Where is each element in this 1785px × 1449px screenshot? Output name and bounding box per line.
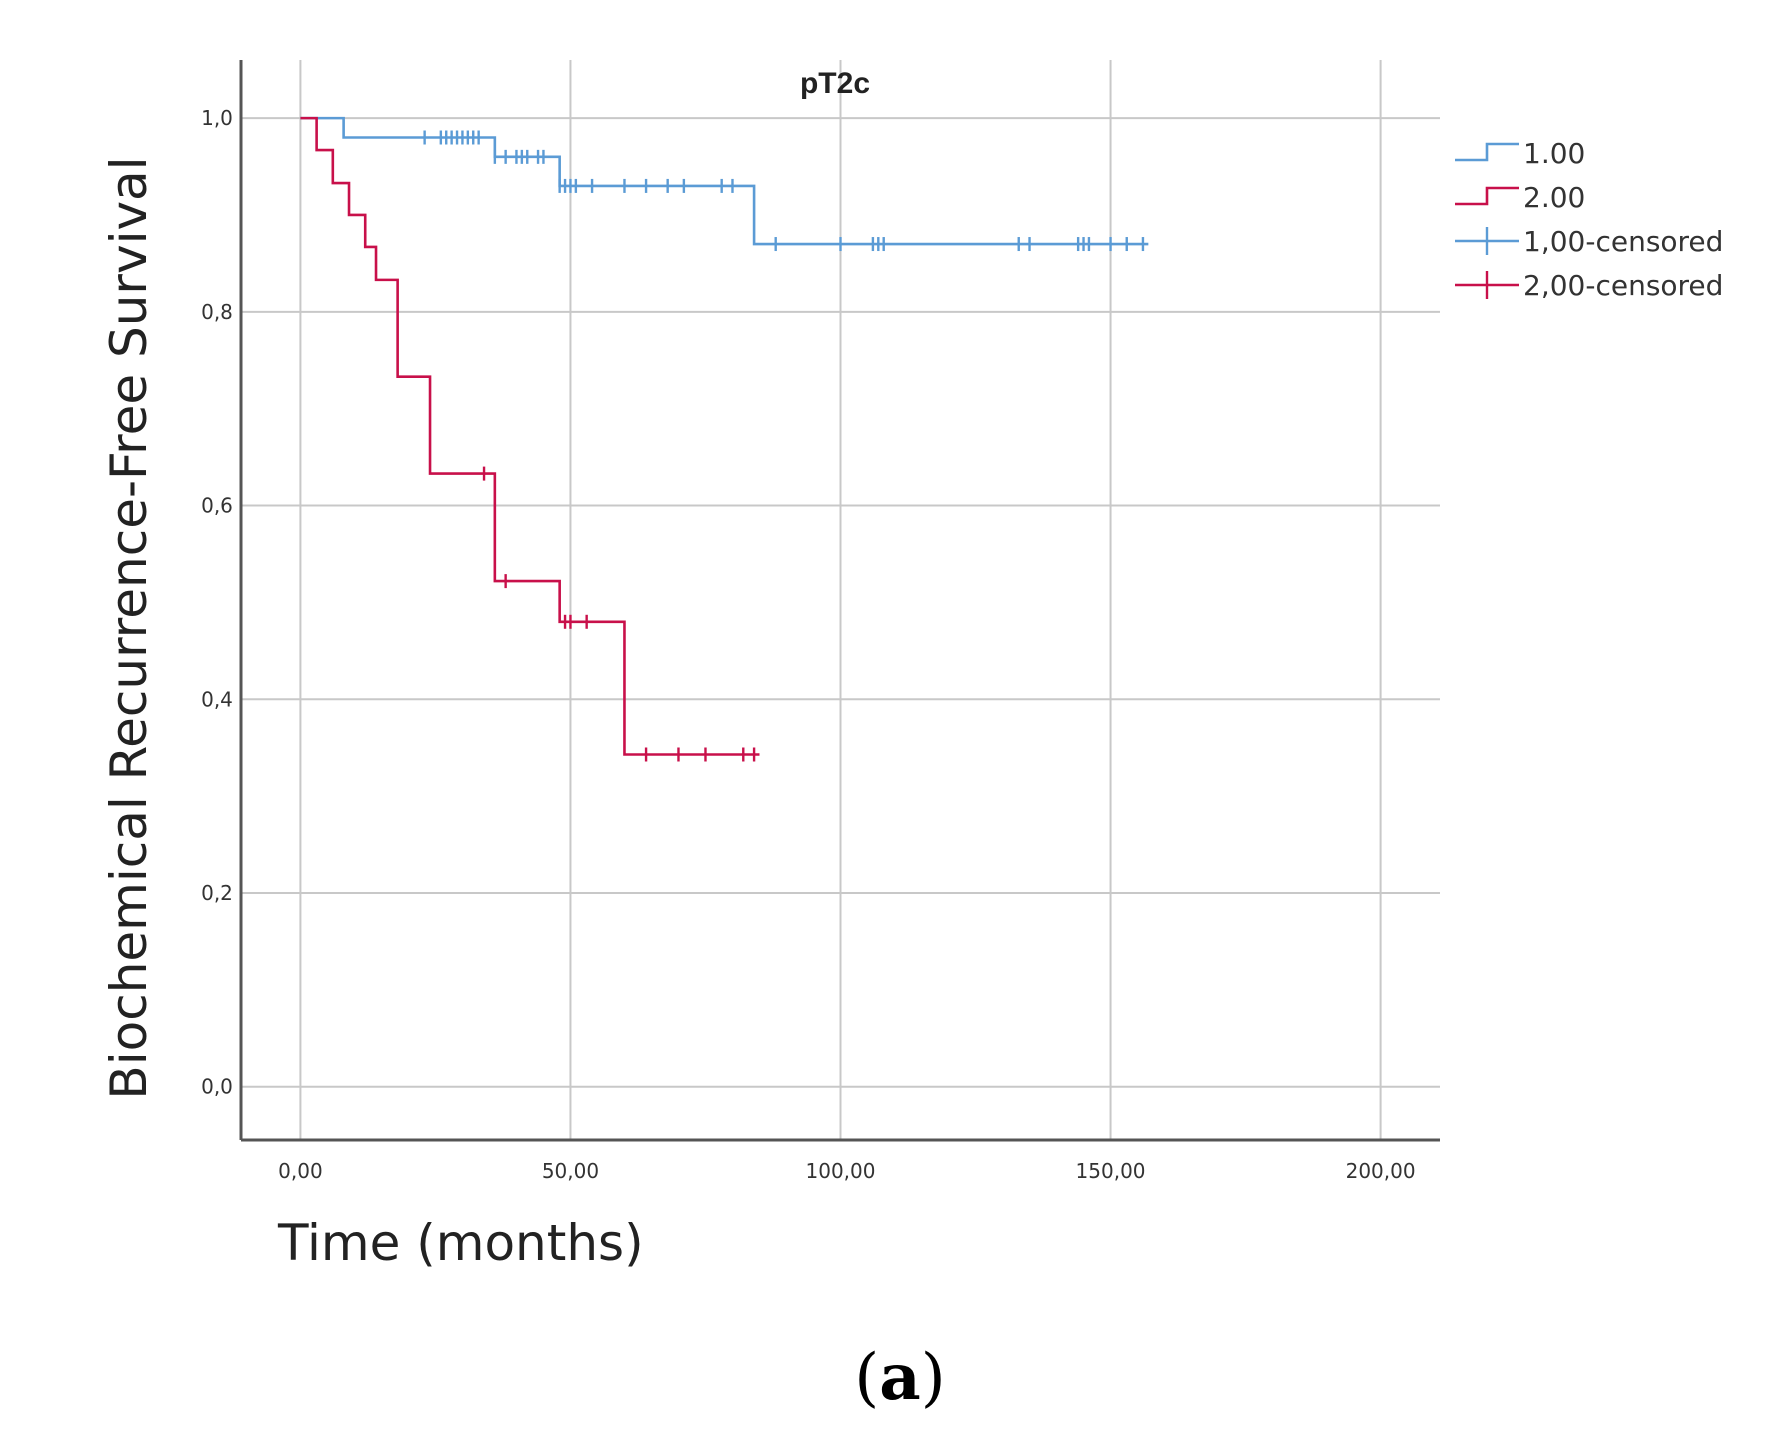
legend-swatch-line (1455, 142, 1519, 162)
x-tick-label: 0,00 (278, 1159, 323, 1183)
y-tick-label: 0,2 (201, 881, 233, 905)
survival-curves (300, 116, 1149, 756)
axes (239, 60, 1440, 1142)
survival-curve-series-1 (300, 116, 1149, 246)
censor-marks (423, 130, 1145, 762)
x-axis-label: Time (months) (277, 1214, 644, 1272)
gridlines (241, 60, 1440, 1140)
caption-letter: a (879, 1340, 920, 1415)
y-tick-label: 1,0 (201, 106, 233, 130)
y-axis-label: Biochemical Recurrence-Free Survival (100, 156, 158, 1099)
caption-open-paren: ( (854, 1341, 879, 1415)
x-tick-label: 50,00 (542, 1159, 599, 1183)
legend-label: 2.00 (1523, 181, 1585, 214)
x-tick-label: 150,00 (1076, 1159, 1146, 1183)
y-tick-label: 0,6 (201, 494, 233, 518)
survival-curve-series-2 (300, 116, 760, 756)
x-tick-label: 100,00 (806, 1159, 876, 1183)
legend-swatch-line (1455, 186, 1519, 206)
x-tick-label: 200,00 (1346, 1159, 1416, 1183)
legend-label: 2,00-censored (1523, 269, 1723, 302)
chart-title: pT2c (800, 67, 870, 100)
figure-caption: (a) (854, 1340, 945, 1415)
y-tick-label: 0,8 (201, 300, 233, 324)
legend-label: 1,00-censored (1523, 225, 1723, 258)
caption-close-paren: ) (921, 1341, 946, 1415)
y-tick-label: 0,0 (201, 1075, 233, 1099)
tick-labels: 0,0 0,2 0,4 0,6 0,8 1,0 0,00 50,00 100,00 150,00 2… (201, 106, 1415, 1183)
y-tick-label: 0,4 (201, 687, 233, 711)
legend-label: 1.00 (1523, 137, 1585, 170)
legend: 1.00 2.00 1,00-censored 2,00-censored (1455, 137, 1723, 302)
